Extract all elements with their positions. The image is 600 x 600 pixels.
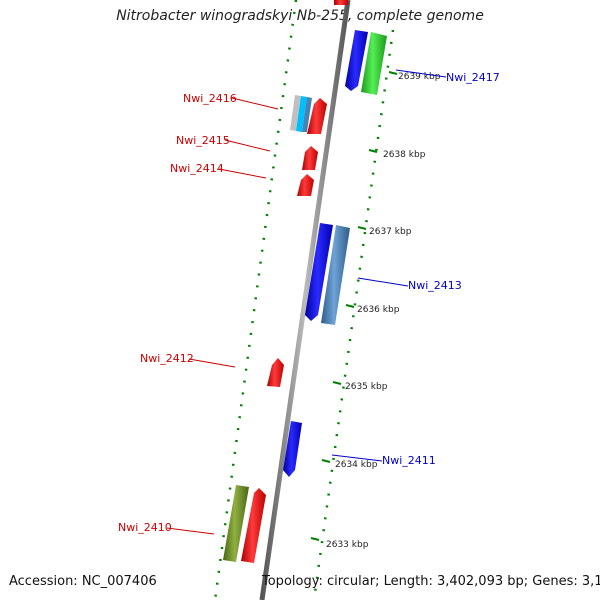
tick-mark [357,226,367,230]
leader-line-nwi-2410 [166,527,215,535]
leader-line-nwi-2415 [224,139,271,152]
leader-line-nwi-2411 [331,454,383,462]
tick-label: 2637 kbp [369,227,412,237]
olive-gene [223,485,249,562]
forward-gene-nwi-2416 [307,98,327,134]
gene-label-nwi-2412: Nwi_2412 [140,352,194,365]
genome-title: Nitrobacter winogradskyi Nb-255, complet… [116,8,484,24]
tick-mark [310,537,320,541]
tick-label: 2633 kbp [326,540,369,550]
leader-line-nwi-2413 [357,277,409,287]
gene-label-nwi-2415: Nwi_2415 [176,134,230,147]
operon-gene-steel [321,225,350,325]
tick-mark [388,71,398,75]
genome-backbone [259,0,351,600]
tick-label: 2634 kbp [335,460,378,470]
forward-gene-nwi-2412 [267,358,284,387]
rna-gene [361,32,387,95]
leader-line-nwi-2414 [218,168,267,179]
gene-label-nwi-2416: Nwi_2416 [183,92,237,105]
gene-label-nwi-2411: Nwi_2411 [382,454,436,467]
gene-cluster-cyan [296,96,307,132]
tick-mark [368,149,378,153]
tick-mark [345,304,355,308]
reverse-gene-nwi-2417 [345,30,368,91]
gene-label-nwi-2413: Nwi_2413 [408,279,462,292]
forward-gene-fragment [334,0,348,5]
forward-gene-nwi-2415 [302,146,318,170]
leader-line-nwi-2412 [188,358,236,368]
reverse-gene-nwi-2411 [283,421,302,477]
leader-line-nwi-2416 [231,97,279,110]
tick-mark [332,381,342,385]
tick-label: 2636 kbp [357,305,400,315]
forward-gene-nwi-2414 [297,174,314,196]
tick-mark [321,459,331,463]
tick-label: 2638 kbp [383,150,426,160]
accession-info: Accession: NC_007406 [9,574,157,589]
genome-summary: Topology: circular; Length: 3,402,093 bp… [262,574,600,589]
reverse-gene-nwi-2413 [305,223,333,321]
gene-label-nwi-2410: Nwi_2410 [118,521,172,534]
inner-dotted-guide [213,0,298,600]
gene-label-nwi-2417: Nwi_2417 [446,71,500,84]
forward-gene-nwi-2410 [241,488,266,563]
gene-cluster-grey [290,95,301,131]
tick-label: 2635 kbp [345,382,388,392]
gene-cluster-steel [302,97,312,132]
tick-label: 2639 kbp [398,72,441,82]
leader-line-nwi-2417 [395,69,447,78]
gene-label-nwi-2414: Nwi_2414 [170,162,224,175]
